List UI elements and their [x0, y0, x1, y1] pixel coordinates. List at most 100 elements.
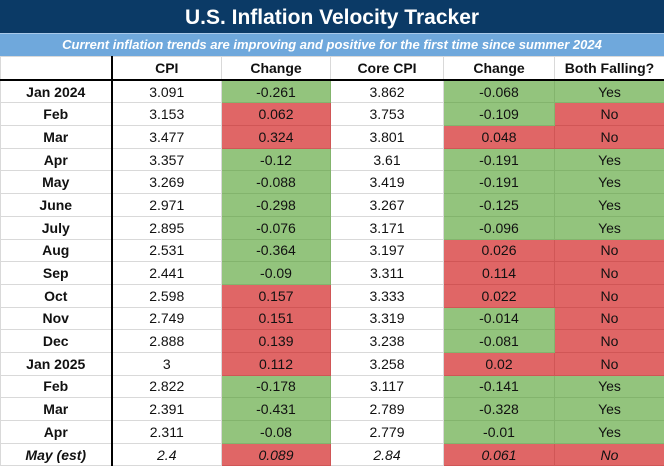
both-falling-cell: No — [554, 329, 664, 353]
core-change-cell: 0.022 — [443, 283, 555, 308]
month-cell: Sep — [0, 261, 113, 285]
table-row: Aug 2.531 -0.364 3.197 0.026 No — [0, 238, 664, 263]
table-row: July 2.895 -0.076 3.171 -0.096 Yes — [0, 215, 664, 240]
cpi-cell: 3.269 — [111, 170, 222, 195]
table-row: Nov 2.749 0.151 3.319 -0.014 No — [0, 306, 664, 331]
both-falling-cell: No — [554, 351, 664, 376]
month-cell: Jan 2025 — [0, 351, 113, 376]
core-cpi-cell: 3.238 — [330, 329, 444, 353]
cpi-change-cell: 0.157 — [221, 283, 331, 308]
cpi-cell: 3 — [111, 351, 222, 376]
table-row: May 3.269 -0.088 3.419 -0.191 Yes — [0, 170, 664, 195]
core-cpi-cell: 3.862 — [330, 79, 444, 104]
cpi-cell: 2.311 — [111, 420, 222, 444]
both-falling-cell: Yes — [554, 170, 664, 195]
core-cpi-cell: 2.84 — [330, 442, 444, 467]
month-cell: Oct — [0, 283, 113, 308]
cpi-cell: 2.598 — [111, 283, 222, 308]
both-falling-cell: No — [554, 125, 664, 149]
inflation-table: CPI Change Core CPI Change Both Falling?… — [0, 55, 664, 467]
core-cpi-cell: 3.801 — [330, 125, 444, 149]
table-row: Feb 2.822 -0.178 3.117 -0.141 Yes — [0, 374, 664, 399]
table-row: Oct 2.598 0.157 3.333 0.022 No — [0, 283, 664, 308]
cpi-cell: 2.888 — [111, 329, 222, 353]
table-row: Feb 3.153 0.062 3.753 -0.109 No — [0, 102, 664, 127]
month-cell: Nov — [0, 306, 113, 331]
cpi-change-cell: -0.431 — [221, 397, 331, 421]
header-cpi: CPI — [111, 55, 222, 81]
core-change-cell: 0.026 — [443, 238, 555, 263]
both-falling-cell: Yes — [554, 215, 664, 240]
table-row: Mar 2.391 -0.431 2.789 -0.328 Yes — [0, 397, 664, 421]
month-cell: Feb — [0, 102, 113, 127]
table-row: Sep 2.441 -0.09 3.311 0.114 No — [0, 261, 664, 285]
core-change-cell: -0.109 — [443, 102, 555, 127]
core-change-cell: -0.068 — [443, 79, 555, 104]
cpi-change-cell: -0.12 — [221, 147, 331, 172]
header-month — [0, 55, 113, 81]
table-row: Dec 2.888 0.139 3.238 -0.081 No — [0, 329, 664, 353]
cpi-change-cell: -0.364 — [221, 238, 331, 263]
cpi-cell: 3.153 — [111, 102, 222, 127]
cpi-cell: 2.822 — [111, 374, 222, 399]
month-cell: Mar — [0, 125, 113, 149]
cpi-cell: 2.391 — [111, 397, 222, 421]
header-core-change: Change — [443, 55, 555, 81]
core-cpi-cell: 3.753 — [330, 102, 444, 127]
month-cell: Apr — [0, 420, 113, 444]
page-title: U.S. Inflation Velocity Tracker — [0, 0, 664, 33]
cpi-change-cell: 0.062 — [221, 102, 331, 127]
month-cell: Feb — [0, 374, 113, 399]
cpi-cell: 3.091 — [111, 79, 222, 104]
cpi-change-cell: -0.088 — [221, 170, 331, 195]
both-falling-cell: Yes — [554, 397, 664, 421]
both-falling-cell: No — [554, 261, 664, 285]
core-cpi-cell: 3.319 — [330, 306, 444, 331]
core-change-cell: -0.191 — [443, 147, 555, 172]
both-falling-cell: Yes — [554, 193, 664, 217]
core-change-cell: 0.061 — [443, 442, 555, 467]
core-change-cell: -0.141 — [443, 374, 555, 399]
core-change-cell: 0.114 — [443, 261, 555, 285]
both-falling-cell: Yes — [554, 374, 664, 399]
header-row: CPI Change Core CPI Change Both Falling? — [0, 55, 664, 81]
cpi-change-cell: -0.09 — [221, 261, 331, 285]
core-cpi-cell: 2.779 — [330, 420, 444, 444]
cpi-change-cell: 0.089 — [221, 442, 331, 467]
month-cell: May — [0, 170, 113, 195]
month-cell: Dec — [0, 329, 113, 353]
month-cell: Jan 2024 — [0, 79, 113, 104]
core-change-cell: 0.048 — [443, 125, 555, 149]
both-falling-cell: Yes — [554, 420, 664, 444]
both-falling-cell: Yes — [554, 147, 664, 172]
cpi-change-cell: -0.178 — [221, 374, 331, 399]
cpi-change-cell: 0.324 — [221, 125, 331, 149]
cpi-cell: 2.749 — [111, 306, 222, 331]
core-cpi-cell: 3.333 — [330, 283, 444, 308]
page-subtitle: Current inflation trends are improving a… — [0, 33, 664, 56]
table-row: Apr 3.357 -0.12 3.61 -0.191 Yes — [0, 147, 664, 172]
core-cpi-cell: 3.258 — [330, 351, 444, 376]
cpi-change-cell: 0.139 — [221, 329, 331, 353]
month-cell: Apr — [0, 147, 113, 172]
cpi-change-cell: -0.08 — [221, 420, 331, 444]
cpi-cell: 3.477 — [111, 125, 222, 149]
cpi-change-cell: -0.076 — [221, 215, 331, 240]
cpi-cell: 2.895 — [111, 215, 222, 240]
cpi-cell: 2.971 — [111, 193, 222, 217]
table-row: Jan 2024 3.091 -0.261 3.862 -0.068 Yes — [0, 79, 664, 104]
core-cpi-cell: 3.61 — [330, 147, 444, 172]
table-row: May (est) 2.4 0.089 2.84 0.061 No — [0, 442, 664, 467]
core-change-cell: -0.01 — [443, 420, 555, 444]
both-falling-cell: No — [554, 283, 664, 308]
cpi-cell: 2.441 — [111, 261, 222, 285]
table-row: Mar 3.477 0.324 3.801 0.048 No — [0, 125, 664, 149]
core-change-cell: -0.328 — [443, 397, 555, 421]
month-cell: Mar — [0, 397, 113, 421]
core-cpi-cell: 3.117 — [330, 374, 444, 399]
both-falling-cell: No — [554, 238, 664, 263]
both-falling-cell: No — [554, 306, 664, 331]
table-row: Jan 2025 3 0.112 3.258 0.02 No — [0, 351, 664, 376]
core-cpi-cell: 2.789 — [330, 397, 444, 421]
core-cpi-cell: 3.171 — [330, 215, 444, 240]
